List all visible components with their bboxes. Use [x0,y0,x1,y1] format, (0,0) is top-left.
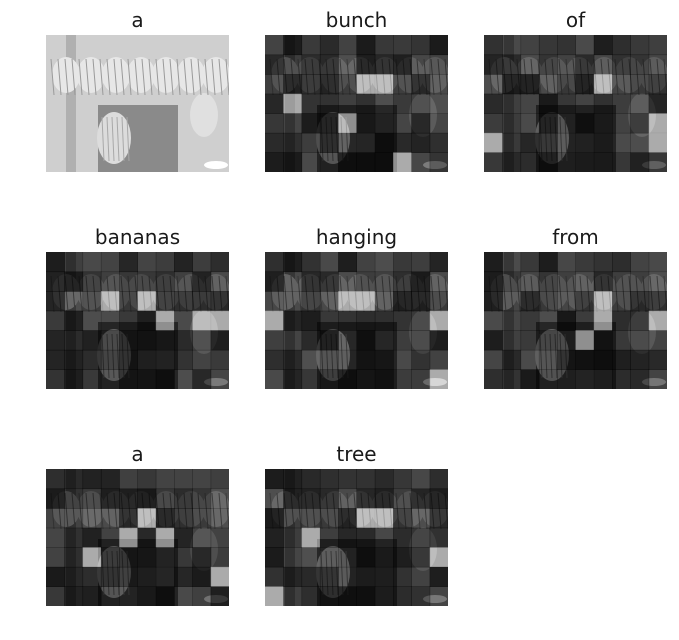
caption-word: tree [336,442,377,466]
attention-image [46,35,229,172]
image-canvas [484,252,667,389]
attention-image [265,469,448,606]
attention-image [484,35,667,172]
attention-image [46,469,229,606]
caption-word: bananas [94,225,181,249]
caption-word: a [131,8,144,32]
image-canvas [265,35,448,172]
attention-image [46,252,229,389]
image-canvas [484,35,667,172]
caption-word: of [565,8,586,32]
image-canvas [46,252,229,389]
caption-word: bunch [325,8,388,32]
image-canvas [265,252,448,389]
image-canvas [265,469,448,606]
attention-image [265,35,448,172]
attention-image [265,252,448,389]
caption-word: hanging [315,225,398,249]
attention-image [484,252,667,389]
image-canvas [46,35,229,172]
caption-word: a [131,442,144,466]
caption-word: from [552,225,599,249]
image-canvas [46,469,229,606]
